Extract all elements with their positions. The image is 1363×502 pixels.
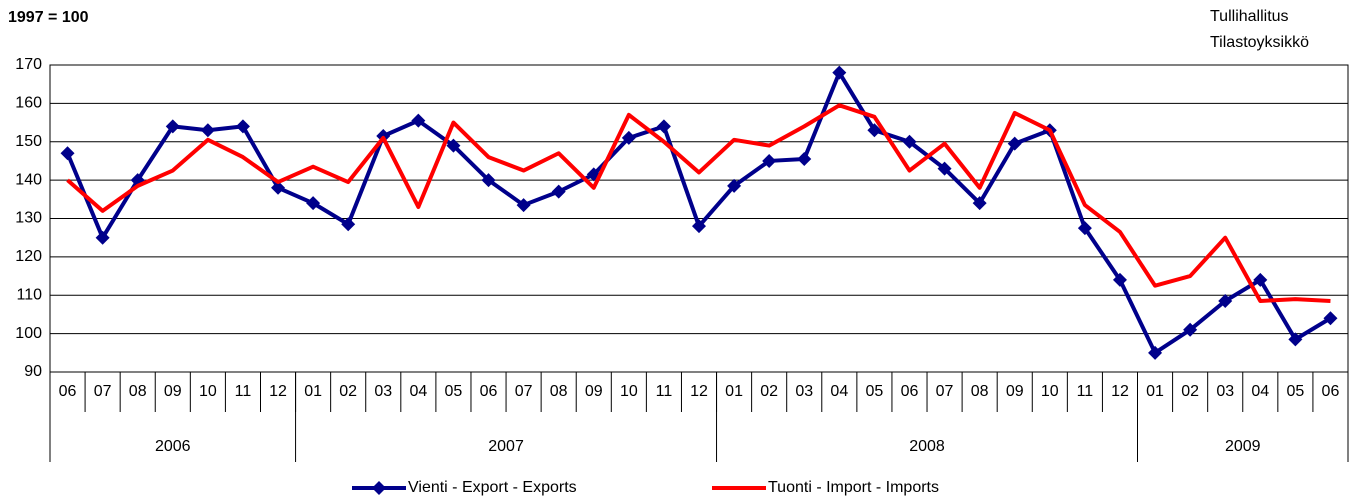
marker xyxy=(727,178,742,193)
x-tick-label: 07 xyxy=(515,383,533,400)
x-tick-label: 11 xyxy=(656,383,673,400)
marker xyxy=(1183,322,1198,337)
marker xyxy=(656,119,671,134)
x-tick-label: 03 xyxy=(374,383,392,400)
y-tick-label: 130 xyxy=(15,210,42,227)
legend-marker xyxy=(372,481,386,495)
x-tick-label: 02 xyxy=(339,383,357,400)
marker xyxy=(867,123,882,138)
source-line: Tullihallitus xyxy=(1210,8,1289,25)
marker xyxy=(306,196,321,211)
marker xyxy=(235,119,250,134)
marker xyxy=(1007,136,1022,151)
x-tick-label: 10 xyxy=(1041,383,1059,400)
x-tick-label: 06 xyxy=(1322,383,1340,400)
x-tick-label: 10 xyxy=(620,383,638,400)
x-tick-label: 04 xyxy=(409,383,427,400)
marker xyxy=(95,230,110,245)
marker xyxy=(692,219,706,234)
marker xyxy=(937,161,952,176)
y-tick-label: 90 xyxy=(24,363,42,380)
group-label: 2009 xyxy=(1225,438,1261,455)
y-tick-label: 120 xyxy=(15,248,42,265)
x-tick-label: 11 xyxy=(1077,383,1094,400)
marker xyxy=(1077,221,1092,236)
marker xyxy=(165,119,180,134)
x-tick-label: 10 xyxy=(199,383,217,400)
marker xyxy=(972,196,987,211)
y-tick-label: 140 xyxy=(15,171,42,188)
marker xyxy=(551,184,566,199)
marker xyxy=(797,152,812,167)
x-tick-label: 04 xyxy=(1251,383,1269,400)
x-tick-label: 09 xyxy=(585,383,603,400)
marker xyxy=(621,130,636,145)
x-tick-label: 01 xyxy=(304,383,322,400)
x-tick-label: 09 xyxy=(1006,383,1024,400)
x-tick-label: 09 xyxy=(164,383,182,400)
marker xyxy=(446,138,461,153)
x-tick-label: 08 xyxy=(550,383,568,400)
marker xyxy=(1148,345,1163,360)
marker xyxy=(1112,272,1127,287)
marker xyxy=(516,198,531,213)
plot-border xyxy=(49,64,1349,373)
marker xyxy=(481,173,496,188)
x-tick-label: 12 xyxy=(690,383,708,400)
legend-label: Tuonti - Import - Imports xyxy=(768,479,939,496)
marker xyxy=(902,134,917,149)
y-tick-label: 100 xyxy=(15,325,42,342)
x-tick-label: 03 xyxy=(795,383,813,400)
x-tick-label: 11 xyxy=(235,383,252,400)
x-tick-label: 01 xyxy=(725,383,743,400)
subtitle: 1997 = 100 xyxy=(8,9,89,26)
marker xyxy=(60,146,75,161)
x-tick-label: 04 xyxy=(830,383,848,400)
marker xyxy=(1218,294,1233,309)
marker xyxy=(1253,272,1268,287)
x-tick-label: 07 xyxy=(936,383,954,400)
x-tick-label: 08 xyxy=(971,383,989,400)
x-tick-label: 06 xyxy=(480,383,498,400)
x-tick-label: 12 xyxy=(1111,383,1129,400)
y-tick-label: 150 xyxy=(15,133,42,150)
x-tick-label: 05 xyxy=(1286,383,1304,400)
x-tick-label: 05 xyxy=(866,383,884,400)
marker xyxy=(341,217,356,232)
marker xyxy=(1323,311,1338,326)
x-tick-label: 01 xyxy=(1146,383,1164,400)
series-line xyxy=(66,103,1331,304)
group-label: 2008 xyxy=(909,438,945,455)
x-tick-label: 02 xyxy=(760,383,778,400)
marker xyxy=(200,123,215,138)
marker xyxy=(762,153,777,168)
x-tick-label: 02 xyxy=(1181,383,1199,400)
y-tick-label: 160 xyxy=(15,95,42,112)
x-tick-label: 07 xyxy=(94,383,112,400)
legend-label: Vienti - Export - Exports xyxy=(408,479,577,496)
x-tick-label: 06 xyxy=(901,383,919,400)
x-tick-label: 03 xyxy=(1216,383,1234,400)
x-tick-label: 12 xyxy=(269,383,287,400)
y-tick-label: 170 xyxy=(15,56,42,73)
marker xyxy=(1288,332,1303,347)
x-tick-label: 05 xyxy=(445,383,463,400)
group-label: 2007 xyxy=(488,438,524,455)
x-tick-label: 08 xyxy=(129,383,147,400)
marker xyxy=(271,180,286,195)
marker xyxy=(832,65,847,80)
y-tick-label: 110 xyxy=(16,286,42,303)
group-label: 2006 xyxy=(155,438,191,455)
source-line: Tilastoyksikkö xyxy=(1210,34,1309,51)
x-tick-label: 06 xyxy=(59,383,77,400)
marker xyxy=(411,113,426,128)
series-line xyxy=(65,70,1332,355)
